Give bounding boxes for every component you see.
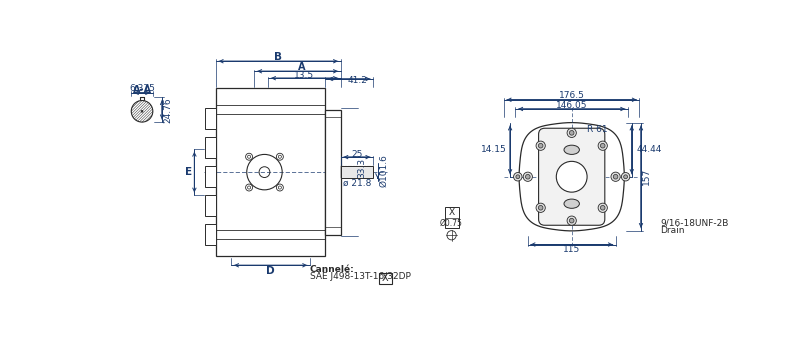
Bar — [379, 273, 391, 284]
Text: 157: 157 — [642, 168, 651, 186]
Bar — [205, 108, 216, 129]
Circle shape — [538, 205, 543, 210]
Bar — [445, 207, 458, 228]
Text: ø 21.8: ø 21.8 — [342, 179, 371, 188]
Circle shape — [570, 218, 574, 223]
Circle shape — [601, 144, 605, 148]
Circle shape — [536, 141, 546, 150]
Circle shape — [536, 203, 546, 212]
Text: X: X — [449, 208, 454, 217]
Text: 44.44: 44.44 — [636, 145, 662, 154]
Bar — [205, 166, 216, 187]
Text: A: A — [298, 62, 305, 72]
Text: E: E — [186, 167, 193, 177]
Text: Ø101.6: Ø101.6 — [379, 154, 388, 187]
Circle shape — [624, 175, 627, 178]
Text: A-A: A-A — [133, 85, 151, 95]
Bar — [205, 138, 216, 158]
Text: Cannelé:: Cannelé: — [310, 265, 354, 274]
Text: 25: 25 — [351, 149, 362, 159]
Bar — [341, 166, 373, 178]
Text: X: X — [382, 273, 389, 284]
Circle shape — [601, 205, 605, 210]
Circle shape — [141, 110, 143, 112]
Text: SAE J498-13T-16/32DP: SAE J498-13T-16/32DP — [310, 272, 410, 281]
Circle shape — [598, 203, 607, 212]
Circle shape — [570, 131, 574, 135]
Text: 115: 115 — [563, 245, 580, 254]
Circle shape — [131, 100, 153, 122]
Text: 9/16-18UNF-2B: 9/16-18UNF-2B — [660, 218, 729, 228]
Circle shape — [567, 216, 576, 225]
Circle shape — [538, 144, 543, 148]
Circle shape — [523, 172, 533, 181]
Circle shape — [567, 128, 576, 138]
Text: 13.5: 13.5 — [294, 71, 314, 79]
Text: 41.2: 41.2 — [348, 76, 367, 85]
Circle shape — [611, 172, 620, 181]
Ellipse shape — [564, 145, 579, 154]
Circle shape — [598, 141, 607, 150]
Circle shape — [516, 175, 520, 178]
Bar — [205, 224, 216, 245]
Circle shape — [556, 161, 587, 192]
Bar — [326, 110, 341, 234]
Text: 14.15: 14.15 — [481, 145, 506, 154]
Ellipse shape — [564, 199, 579, 208]
Circle shape — [514, 173, 522, 181]
Text: D: D — [266, 266, 275, 276]
Text: S: S — [566, 168, 578, 186]
Text: 6.375: 6.375 — [129, 84, 155, 93]
Text: R 61: R 61 — [587, 125, 608, 134]
Text: 146.05: 146.05 — [556, 101, 587, 110]
Text: 24.76: 24.76 — [163, 97, 172, 122]
Circle shape — [526, 174, 530, 179]
Text: Ø0.75: Ø0.75 — [440, 218, 463, 228]
Bar — [216, 88, 326, 256]
Bar — [205, 195, 216, 216]
Text: 176.5: 176.5 — [558, 91, 585, 100]
Text: 33.3: 33.3 — [358, 158, 366, 178]
Circle shape — [622, 173, 630, 181]
Text: B: B — [274, 52, 282, 62]
FancyBboxPatch shape — [538, 128, 605, 225]
Circle shape — [614, 174, 618, 179]
Text: Drain: Drain — [660, 226, 685, 235]
